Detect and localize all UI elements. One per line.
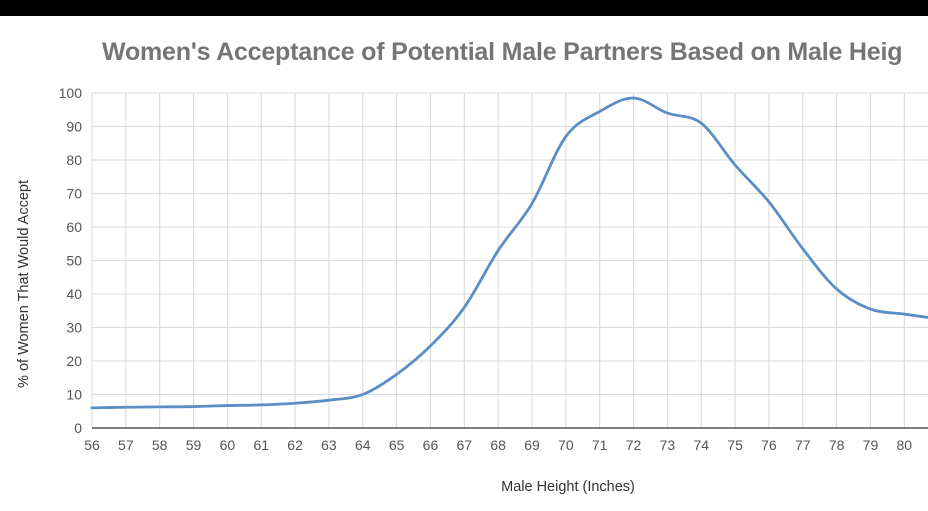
y-tick-label: 90	[66, 119, 82, 135]
x-tick-label: 67	[457, 437, 473, 453]
x-tick-label: 69	[524, 437, 540, 453]
y-tick-label: 20	[66, 353, 82, 369]
series-line	[90, 96, 928, 410]
x-tick-label: 79	[863, 437, 879, 453]
x-tick-label: 78	[829, 437, 845, 453]
y-tick-label: 40	[66, 286, 82, 302]
x-tick-label: 56	[84, 437, 100, 453]
y-tick-label: 100	[59, 85, 83, 101]
x-tick-label: 57	[118, 437, 134, 453]
y-axis-title: % of Women That Would Accept	[16, 180, 32, 388]
y-tick-label: 80	[66, 152, 82, 168]
x-tick-label: 74	[693, 437, 709, 453]
series-layer	[90, 96, 928, 410]
y-tick-label: 10	[66, 387, 82, 403]
line-chart: 0 10 20 30 40 50 60 70 80 90 100 56 57 58 59 60 61 62 63 64…	[16, 85, 928, 495]
x-tick-label: 76	[761, 437, 777, 453]
x-tick-label: 71	[592, 437, 608, 453]
x-tick-label: 72	[626, 437, 642, 453]
chart-card: Women's Acceptance of Potential Male Par…	[0, 16, 928, 511]
x-tick-label: 65	[389, 437, 405, 453]
x-tick-label: 80	[897, 437, 913, 453]
x-tick-label: 63	[321, 437, 337, 453]
x-tick-label: 73	[660, 437, 676, 453]
x-axis-title: Male Height (Inches)	[501, 479, 635, 495]
x-tick-label: 66	[423, 437, 439, 453]
y-tick-label: 50	[66, 253, 82, 269]
x-tick-label: 59	[186, 437, 202, 453]
x-tick-label: 61	[253, 437, 269, 453]
y-tick-label: 30	[66, 320, 82, 336]
y-tick-label: 0	[74, 420, 82, 436]
top-black-bar	[0, 0, 928, 16]
y-tick-label: 60	[66, 219, 82, 235]
x-tick-label: 75	[727, 437, 743, 453]
y-tick-label: 70	[66, 186, 82, 202]
x-tick-label: 60	[220, 437, 236, 453]
x-tick-label: 68	[490, 437, 506, 453]
x-tick-label: 70	[558, 437, 574, 453]
tick-labels: 0 10 20 30 40 50 60 70 80 90 100 56 57 58 59 60 61 62 63 64…	[59, 85, 913, 453]
grid-lines	[91, 92, 928, 428]
x-tick-label: 64	[355, 437, 371, 453]
x-tick-label: 62	[287, 437, 303, 453]
chart-title: Women's Acceptance of Potential Male Par…	[102, 38, 903, 66]
x-tick-label: 77	[795, 437, 811, 453]
x-tick-label: 58	[152, 437, 168, 453]
